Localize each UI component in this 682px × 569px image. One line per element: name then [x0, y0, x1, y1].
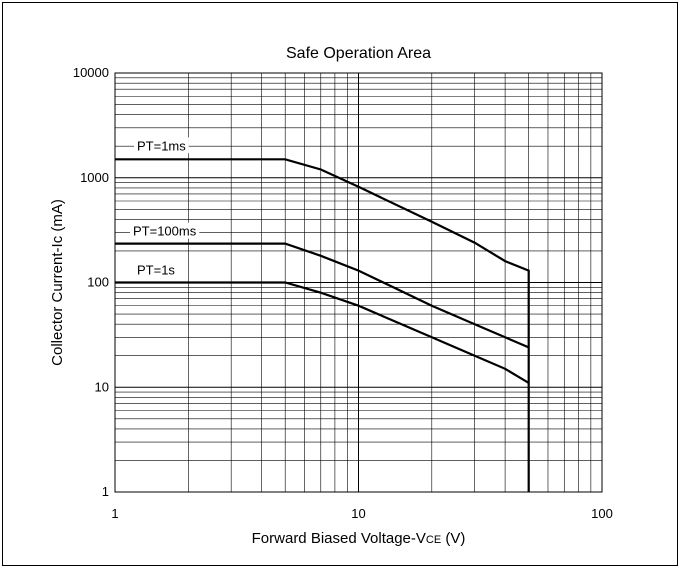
- y-tick-labels: 1 10 100 1000 10000: [73, 65, 109, 499]
- series-label-bg: [130, 222, 200, 239]
- series-line: [115, 281, 530, 384]
- x-axis-label-unit: (V): [441, 530, 465, 547]
- series-line: [115, 242, 530, 349]
- y-tick-label: 100: [87, 275, 109, 290]
- y-tick-label: 10: [95, 379, 109, 394]
- series-label-bg: [134, 261, 178, 278]
- y-tick-label: 10000: [73, 65, 109, 80]
- series-label: PT=1ms: [137, 138, 186, 153]
- x-tick-label: 1: [111, 506, 118, 521]
- x-axis-label-subscript: CE: [426, 534, 441, 546]
- x-axis-label-main: Forward Biased Voltage-V: [252, 530, 426, 547]
- x-tick-label: 10: [351, 506, 365, 521]
- x-tick-labels: 1 10 100: [111, 506, 612, 521]
- series-labels: PT=1ms PT=100ms PT=1s: [130, 137, 200, 278]
- y-tick-label: 1: [102, 484, 109, 499]
- series-label: PT=100ms: [133, 224, 197, 239]
- series-lines: [115, 158, 530, 492]
- series-label: PT=1s: [137, 263, 175, 278]
- series-label-bg: [134, 137, 189, 154]
- x-tick-label: 100: [591, 506, 613, 521]
- series-line: [115, 158, 530, 492]
- y-axis-label: Collector Current-Ic (mA): [49, 199, 66, 366]
- x-axis-label: Forward Biased Voltage-VCE (V): [252, 530, 466, 547]
- y-tick-label: 1000: [80, 170, 109, 185]
- chart-title: Safe Operation Area: [286, 45, 431, 62]
